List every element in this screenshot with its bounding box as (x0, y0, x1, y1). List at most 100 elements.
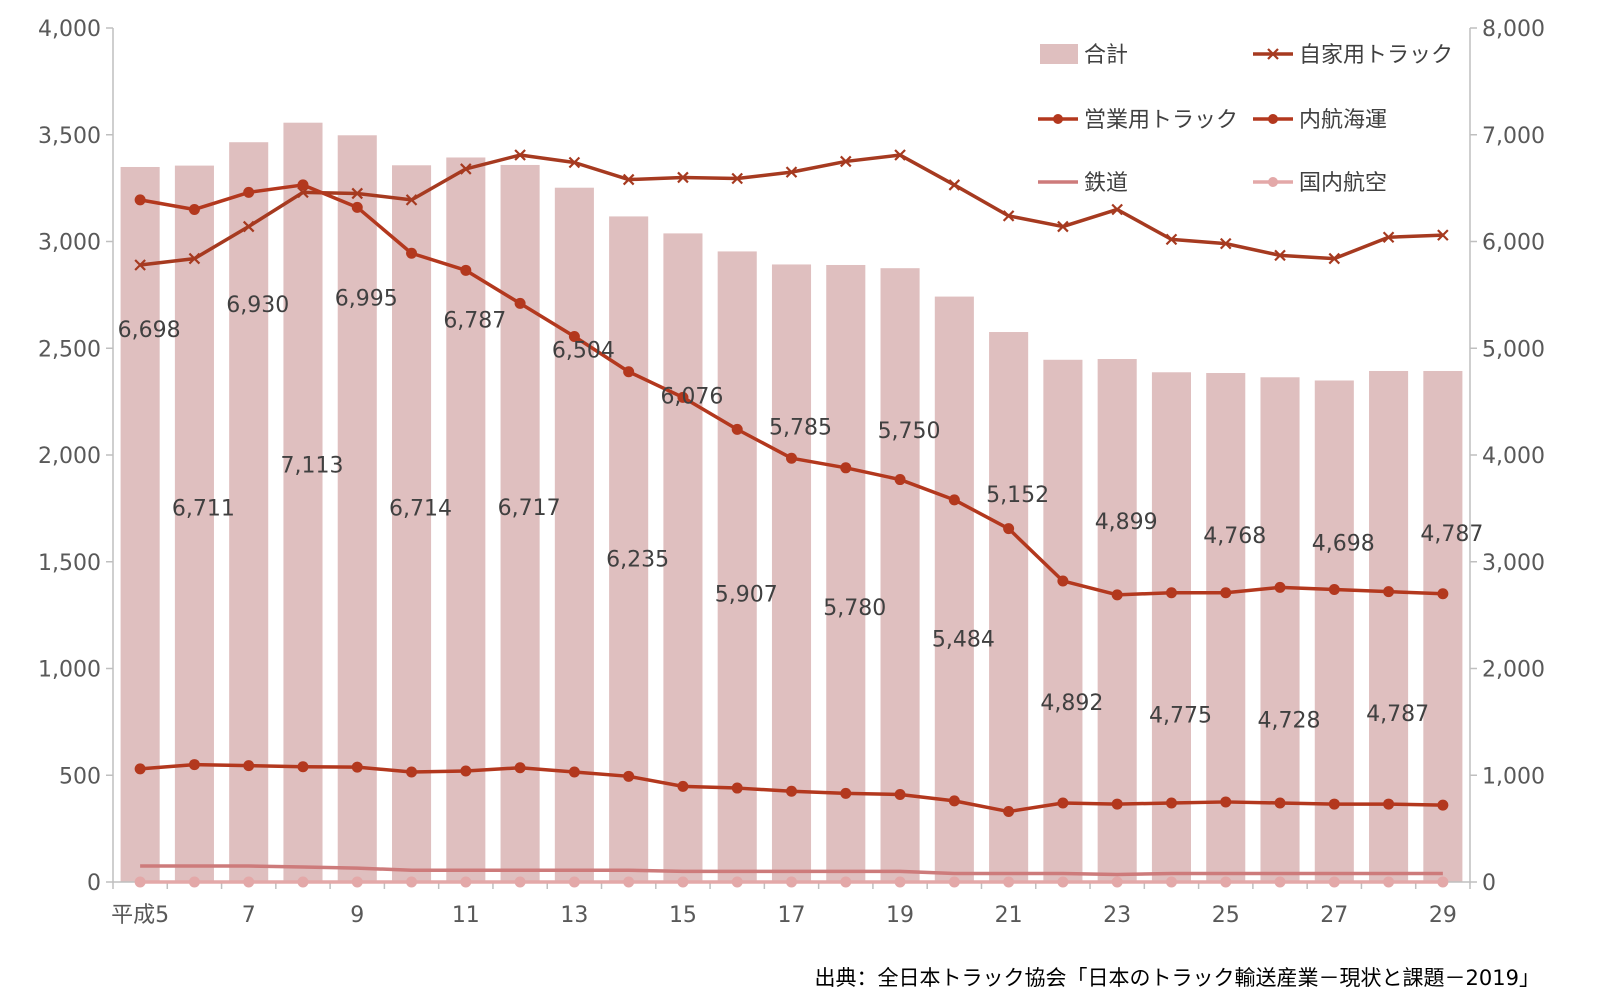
x-tick-label: 平成5 (111, 903, 169, 928)
point-1-21 (1274, 581, 1286, 593)
point-1-7 (514, 297, 526, 309)
point-2-21 (1274, 797, 1286, 809)
legend-label: 合計 (1084, 43, 1128, 68)
point-0-24 (1437, 229, 1449, 241)
point-1-19 (1165, 587, 1177, 599)
bar-total-10 (663, 233, 703, 883)
x-tick-label: 17 (778, 903, 806, 928)
data-label-total-6: 6,787 (443, 308, 506, 333)
legend-marker (1053, 114, 1063, 124)
bar-total-12 (771, 264, 812, 882)
right-tick-label: 7,000 (1482, 124, 1545, 149)
point-0-7 (514, 149, 526, 161)
point-1-8 (568, 331, 580, 343)
right-tick-label: 0 (1482, 871, 1496, 896)
data-label-total-17: 4,892 (1040, 691, 1103, 716)
bar-total-0 (120, 166, 160, 882)
point-0-1 (188, 252, 201, 265)
x-tick-label: 15 (669, 903, 697, 928)
point-1-12 (786, 452, 797, 464)
point-2-3 (297, 761, 309, 773)
point-0-9 (622, 173, 635, 186)
left-tick-label: 0 (87, 871, 101, 896)
point-0-20 (1219, 237, 1232, 250)
x-tick-label: 7 (242, 903, 256, 928)
point-0-8 (568, 156, 581, 169)
data-label-total-5: 6,714 (389, 496, 452, 521)
x-tick-label: 23 (1103, 903, 1131, 928)
point-0-2 (242, 220, 255, 233)
left-tick-label: 1,000 (38, 658, 101, 683)
point-4-21 (1274, 876, 1286, 888)
point-4-24 (1437, 876, 1449, 888)
right-tick-label: 1,000 (1482, 764, 1545, 789)
data-label-total-2: 6,930 (226, 293, 289, 318)
point-1-16 (1003, 523, 1015, 535)
legend-item-5: 国内航空 (1253, 171, 1387, 196)
data-label-total-8: 6,504 (552, 339, 615, 364)
axes-group: 0 500 1,000 1,500 2,000 2,500 3,000 3,500 4,000 0… (38, 17, 1545, 928)
data-label-total-0: 6,698 (118, 318, 181, 343)
x-tick-label: 29 (1429, 903, 1457, 928)
left-tick-label: 1,500 (38, 551, 101, 576)
line-3 (140, 864, 1443, 877)
legend-item-3: 内航海運 (1253, 108, 1387, 133)
point-1-15 (948, 494, 960, 506)
right-tick-label: 2,000 (1482, 658, 1545, 683)
x-tick-label: 19 (886, 903, 914, 928)
point-4-16 (1003, 876, 1015, 888)
point-4-9 (623, 876, 635, 888)
data-labels-group: 6,698 6,711 6,930 7,113 6,995 6,714 6,787 6,717… (118, 286, 1484, 733)
point-2-13 (840, 787, 852, 799)
data-label-total-10: 6,076 (660, 384, 723, 409)
point-0-13 (840, 155, 852, 168)
data-label-total-15: 5,484 (932, 628, 995, 653)
legend-item-4: 鉄道 (1038, 171, 1128, 196)
point-4-5 (406, 876, 418, 888)
left-tick-label: 4,000 (38, 17, 101, 42)
point-2-12 (786, 785, 797, 797)
point-2-9 (623, 770, 635, 782)
point-4-23 (1383, 876, 1395, 888)
point-4-1 (188, 876, 200, 888)
point-2-7 (514, 762, 526, 774)
point-1-9 (623, 366, 635, 378)
bar-total-24 (1423, 370, 1463, 882)
bar-total-19 (1151, 372, 1192, 882)
point-0-12 (785, 166, 798, 178)
x-tick-label: 25 (1212, 903, 1240, 928)
legend-swatch (1040, 44, 1078, 64)
legend-label: 自家用トラック (1299, 43, 1453, 68)
point-4-7 (514, 876, 526, 888)
point-2-23 (1383, 798, 1395, 810)
point-2-18 (1111, 798, 1123, 810)
legend-label: 営業用トラック (1084, 108, 1238, 133)
left-tick-label: 3,500 (38, 124, 101, 149)
data-label-total-1: 6,711 (172, 497, 235, 522)
point-2-20 (1220, 796, 1232, 808)
x-tick-label: 11 (452, 903, 480, 928)
point-1-14 (894, 474, 906, 486)
legend-item-1: 自家用トラック (1253, 43, 1453, 68)
point-4-12 (786, 876, 797, 888)
point-4-15 (948, 876, 960, 888)
point-4-14 (894, 876, 906, 888)
point-4-20 (1220, 876, 1232, 888)
point-2-17 (1057, 797, 1069, 809)
x-tick-label: 9 (350, 903, 364, 928)
source-note: 出典：全日本トラック協会「日本のトラック輸送産業－現状と課題－2019」 (815, 966, 1540, 990)
right-tick-label: 4,000 (1482, 444, 1545, 469)
point-0-15 (948, 179, 961, 191)
point-1-18 (1111, 589, 1123, 601)
bar-total-14 (880, 268, 920, 882)
point-1-23 (1383, 586, 1395, 598)
point-4-2 (243, 876, 255, 888)
point-4-19 (1165, 876, 1177, 888)
point-4-18 (1111, 876, 1123, 888)
point-4-13 (840, 876, 852, 888)
data-label-total-13: 5,780 (823, 596, 886, 621)
point-1-24 (1437, 588, 1449, 600)
legend-label: 内航海運 (1299, 108, 1387, 133)
point-4-11 (731, 876, 743, 888)
bar-total-2 (229, 142, 269, 882)
